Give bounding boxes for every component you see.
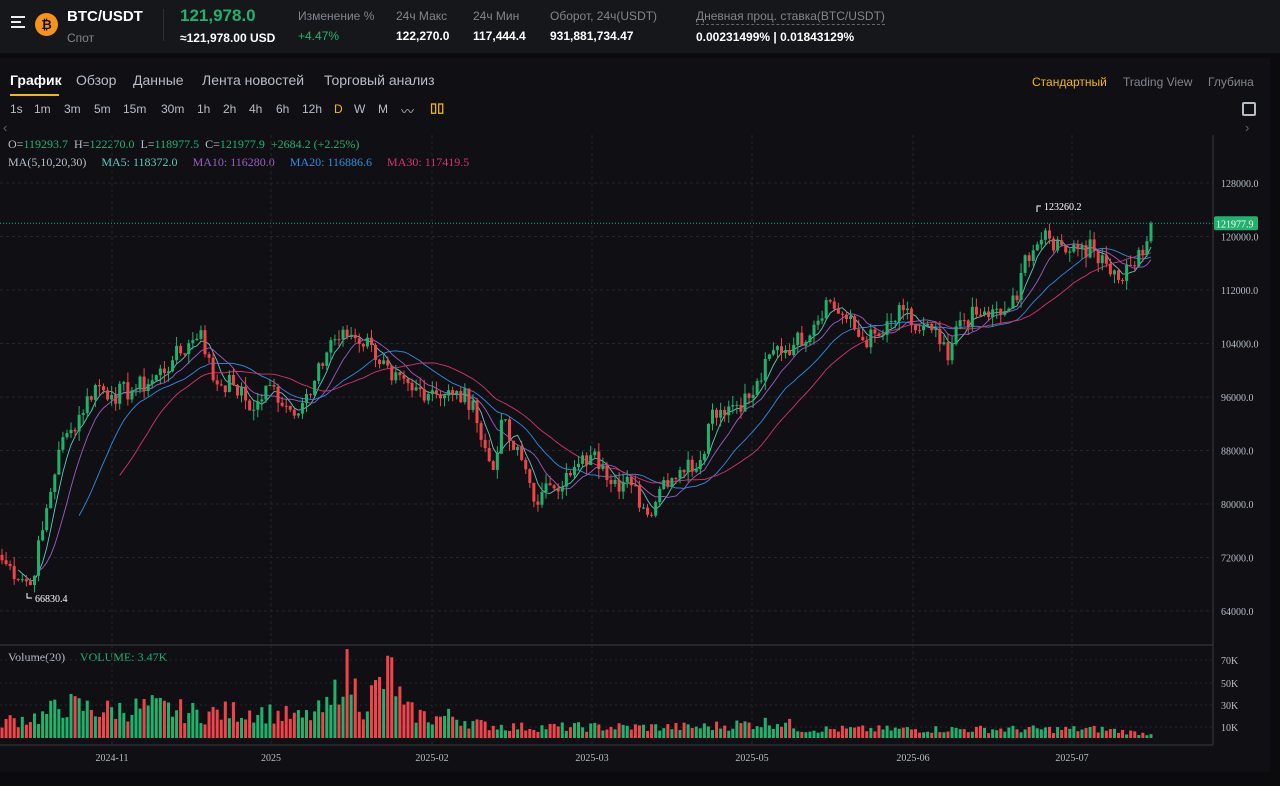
- timeframe-1m[interactable]: 1m: [34, 102, 51, 116]
- timeframe-M[interactable]: M: [378, 102, 388, 116]
- view-depth[interactable]: Глубина: [1208, 75, 1254, 89]
- ohlc-legend: O=119293.7 H=122270.0 L=118977.5 C=12197…: [8, 137, 359, 152]
- stat-turnover: 931,881,734.47: [550, 29, 634, 43]
- candlestick-icon[interactable]: ▯▯: [430, 100, 445, 115]
- change-value: +2684.2 (+2.25%): [270, 137, 360, 151]
- ma-label: MA(5,10,20,30): [8, 155, 87, 169]
- line-chart-icon[interactable]: 〰: [401, 104, 415, 119]
- timeframe-12h[interactable]: 12h: [302, 102, 323, 116]
- high-value: 122270.0: [89, 137, 135, 151]
- last-price: 121,978.0: [180, 6, 256, 25]
- close-label: C=: [205, 137, 220, 151]
- volume-label: Volume(20): [8, 650, 66, 664]
- active-tab-indicator: [10, 94, 59, 96]
- timeframe-1s[interactable]: 1s: [10, 102, 23, 116]
- timeframe-2h[interactable]: 2h: [223, 102, 237, 116]
- timeframe-5m[interactable]: 5m: [94, 102, 111, 116]
- menu-icon[interactable]: [11, 16, 27, 30]
- ticker-header: ₿ BTC/USDT Спот 121,978.0 ≈121,978.00 US…: [0, 0, 1280, 53]
- timeframe-D[interactable]: D: [334, 102, 343, 116]
- open-value: 119293.7: [23, 137, 68, 151]
- ma10-value: MA10: 116280.0: [192, 155, 275, 169]
- chevron-left-icon[interactable]: ‹: [3, 120, 8, 135]
- ma-legend: MA(5,10,20,30) MA5: 118372.0 MA10: 11628…: [8, 155, 469, 170]
- stat-label[interactable]: Дневная проц. ставка(BTC/USDT): [696, 9, 885, 25]
- bitcoin-icon: ₿: [35, 13, 58, 36]
- tab-chart[interactable]: График: [10, 72, 62, 88]
- ma30-value: MA30: 117419.5: [387, 155, 470, 169]
- timeframe-6h[interactable]: 6h: [276, 102, 290, 116]
- timeframe-15m[interactable]: 15m: [123, 102, 147, 116]
- volume-legend: Volume(20) VOLUME: 3.47K: [8, 650, 167, 665]
- stat-high: 122,270.0: [396, 29, 450, 43]
- high-label: H=: [74, 137, 90, 151]
- ma5-value: MA5: 118372.0: [101, 155, 178, 169]
- fullscreen-icon[interactable]: [1242, 102, 1256, 116]
- market-type: Спот: [67, 31, 95, 45]
- timeframe-30m[interactable]: 30m: [161, 102, 185, 116]
- tab-data[interactable]: Данные: [133, 72, 184, 88]
- tab-overview[interactable]: Обзор: [76, 72, 117, 88]
- stat-funding: 0.00231499% | 0.01843129%: [696, 30, 855, 44]
- tab-news[interactable]: Лента новостей: [202, 72, 305, 88]
- tab-trading-analysis[interactable]: Торговый анализ: [324, 72, 435, 88]
- stat-label: Изменение %: [298, 9, 375, 23]
- timeframe-3m[interactable]: 3m: [64, 102, 81, 116]
- view-tradingview[interactable]: Trading View: [1123, 75, 1193, 89]
- stat-change: +4.47%: [298, 29, 340, 43]
- timeframe-W[interactable]: W: [354, 102, 366, 116]
- chevron-right-icon[interactable]: ›: [1245, 120, 1250, 135]
- stat-label: Оборот, 24ч(USDT): [550, 9, 658, 23]
- low-value: 118977.5: [154, 137, 200, 151]
- open-label: O=: [8, 137, 24, 151]
- low-label: L=: [140, 137, 155, 151]
- symbol-name[interactable]: BTC/USDT: [67, 8, 143, 25]
- stat-label: 24ч Макс: [396, 9, 448, 23]
- volume-value: VOLUME: 3.47K: [79, 650, 168, 664]
- close-value: 121977.9: [219, 137, 265, 151]
- divider: [163, 9, 164, 41]
- ma20-value: MA20: 116886.6: [289, 155, 373, 169]
- price-usd: ≈121,978.00 USD: [180, 31, 276, 45]
- timeframe-1h[interactable]: 1h: [197, 102, 211, 116]
- stat-label: 24ч Мин: [473, 9, 520, 23]
- timeframe-4h[interactable]: 4h: [249, 102, 263, 116]
- stat-low: 117,444.4: [473, 29, 526, 43]
- view-standard[interactable]: Стандартный: [1032, 75, 1107, 89]
